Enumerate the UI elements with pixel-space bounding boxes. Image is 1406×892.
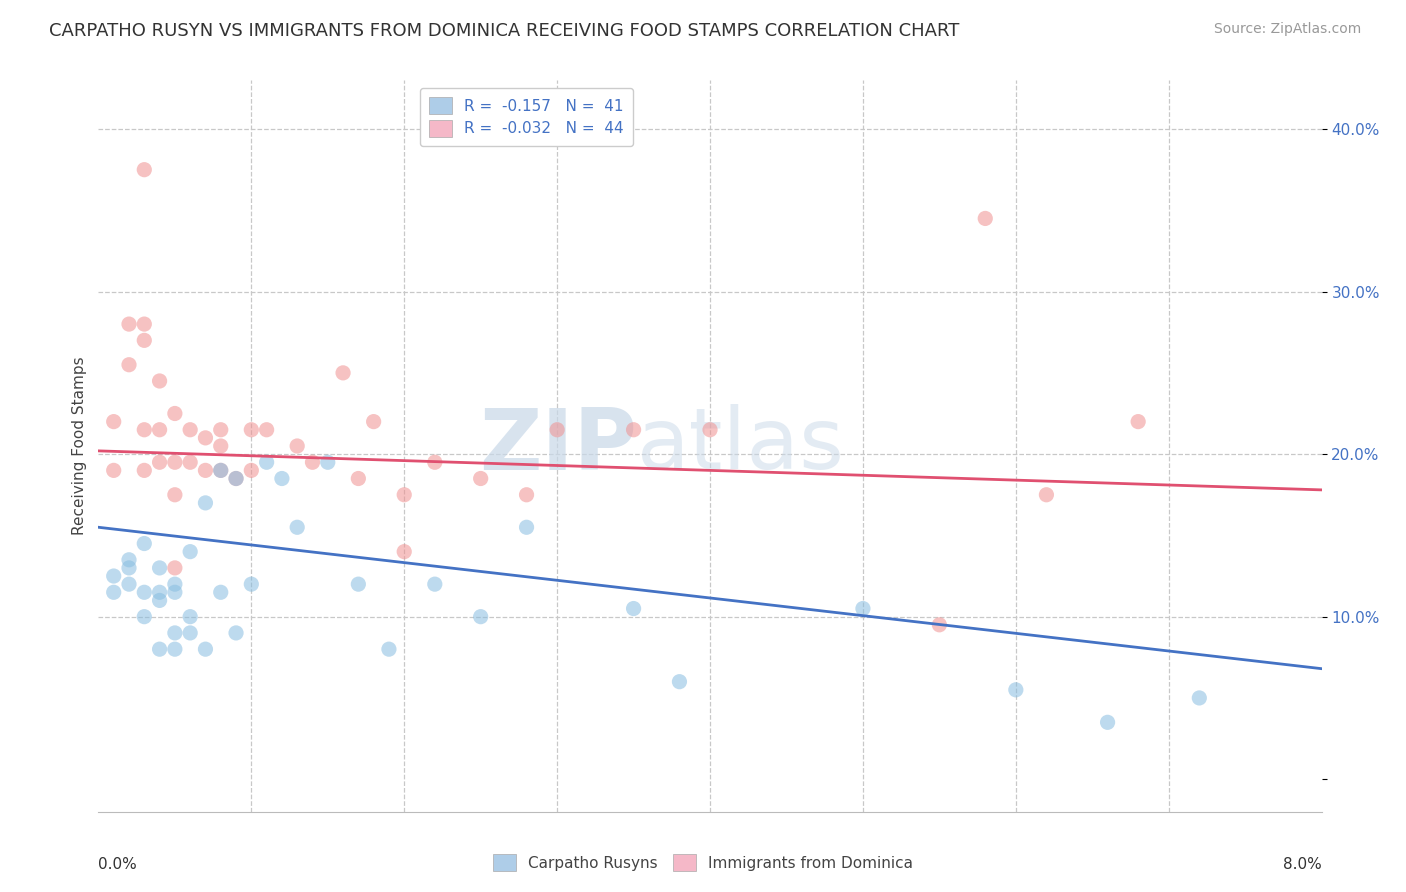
Point bbox=[179, 423, 201, 437]
Point bbox=[974, 211, 997, 226]
Point bbox=[423, 577, 446, 591]
Point bbox=[240, 577, 263, 591]
Point bbox=[134, 423, 156, 437]
Point bbox=[285, 520, 308, 534]
Text: ZIP: ZIP bbox=[479, 404, 637, 488]
Point bbox=[118, 577, 141, 591]
Legend: R =  -0.157   N =  41, R =  -0.032   N =  44: R = -0.157 N = 41, R = -0.032 N = 44 bbox=[420, 88, 633, 145]
Point bbox=[134, 463, 156, 477]
Point bbox=[470, 609, 492, 624]
Point bbox=[1097, 715, 1119, 730]
Point bbox=[270, 471, 294, 485]
Point bbox=[103, 585, 125, 599]
Point bbox=[163, 455, 186, 469]
Point bbox=[256, 423, 278, 437]
Point bbox=[1128, 415, 1150, 429]
Point bbox=[240, 463, 263, 477]
Point bbox=[347, 577, 370, 591]
Point bbox=[194, 463, 217, 477]
Point bbox=[623, 601, 645, 615]
Point bbox=[149, 455, 172, 469]
Point bbox=[316, 455, 339, 469]
Text: Source: ZipAtlas.com: Source: ZipAtlas.com bbox=[1213, 22, 1361, 37]
Point bbox=[103, 569, 125, 583]
Point bbox=[332, 366, 354, 380]
Point bbox=[301, 455, 323, 469]
Point bbox=[118, 317, 141, 331]
Point bbox=[470, 471, 492, 485]
Point bbox=[699, 423, 721, 437]
Point bbox=[209, 423, 232, 437]
Text: CARPATHO RUSYN VS IMMIGRANTS FROM DOMINICA RECEIVING FOOD STAMPS CORRELATION CHA: CARPATHO RUSYN VS IMMIGRANTS FROM DOMINI… bbox=[49, 22, 959, 40]
Point bbox=[209, 439, 232, 453]
Point bbox=[225, 471, 247, 485]
Point bbox=[103, 463, 125, 477]
Point bbox=[134, 536, 156, 550]
Point bbox=[852, 601, 875, 615]
Point bbox=[103, 415, 125, 429]
Point bbox=[118, 358, 141, 372]
Point bbox=[392, 544, 416, 558]
Point bbox=[134, 334, 156, 348]
Point bbox=[163, 585, 186, 599]
Point bbox=[179, 544, 201, 558]
Point bbox=[118, 553, 141, 567]
Text: atlas: atlas bbox=[637, 404, 845, 488]
Point bbox=[149, 642, 172, 657]
Point bbox=[163, 561, 186, 575]
Point bbox=[516, 520, 538, 534]
Point bbox=[225, 626, 247, 640]
Point bbox=[149, 585, 172, 599]
Point bbox=[194, 496, 217, 510]
Point bbox=[928, 617, 950, 632]
Point bbox=[209, 463, 232, 477]
Point bbox=[256, 455, 278, 469]
Point bbox=[209, 585, 232, 599]
Point bbox=[149, 374, 172, 388]
Point bbox=[423, 455, 446, 469]
Point bbox=[149, 593, 172, 607]
Point bbox=[163, 626, 186, 640]
Point bbox=[347, 471, 370, 485]
Text: 8.0%: 8.0% bbox=[1282, 856, 1322, 871]
Point bbox=[209, 463, 232, 477]
Point bbox=[623, 423, 645, 437]
Point bbox=[163, 407, 186, 421]
Point bbox=[134, 317, 156, 331]
Point bbox=[149, 423, 172, 437]
Point bbox=[163, 577, 186, 591]
Y-axis label: Receiving Food Stamps: Receiving Food Stamps bbox=[72, 357, 87, 535]
Point bbox=[179, 626, 201, 640]
Point bbox=[134, 609, 156, 624]
Point bbox=[225, 471, 247, 485]
Legend: Carpatho Rusyns, Immigrants from Dominica: Carpatho Rusyns, Immigrants from Dominic… bbox=[486, 848, 920, 877]
Point bbox=[546, 423, 568, 437]
Point bbox=[1035, 488, 1057, 502]
Point bbox=[134, 585, 156, 599]
Point bbox=[378, 642, 401, 657]
Point bbox=[163, 642, 186, 657]
Point bbox=[392, 488, 416, 502]
Point bbox=[240, 423, 263, 437]
Point bbox=[285, 439, 308, 453]
Point bbox=[194, 431, 217, 445]
Point bbox=[118, 561, 141, 575]
Point bbox=[668, 674, 690, 689]
Point bbox=[179, 455, 201, 469]
Point bbox=[516, 488, 538, 502]
Point bbox=[134, 162, 156, 177]
Point bbox=[149, 561, 172, 575]
Point bbox=[1004, 682, 1026, 697]
Point bbox=[179, 609, 201, 624]
Point bbox=[363, 415, 385, 429]
Point bbox=[1188, 690, 1211, 705]
Text: 0.0%: 0.0% bbox=[98, 856, 138, 871]
Point bbox=[163, 488, 186, 502]
Point bbox=[194, 642, 217, 657]
